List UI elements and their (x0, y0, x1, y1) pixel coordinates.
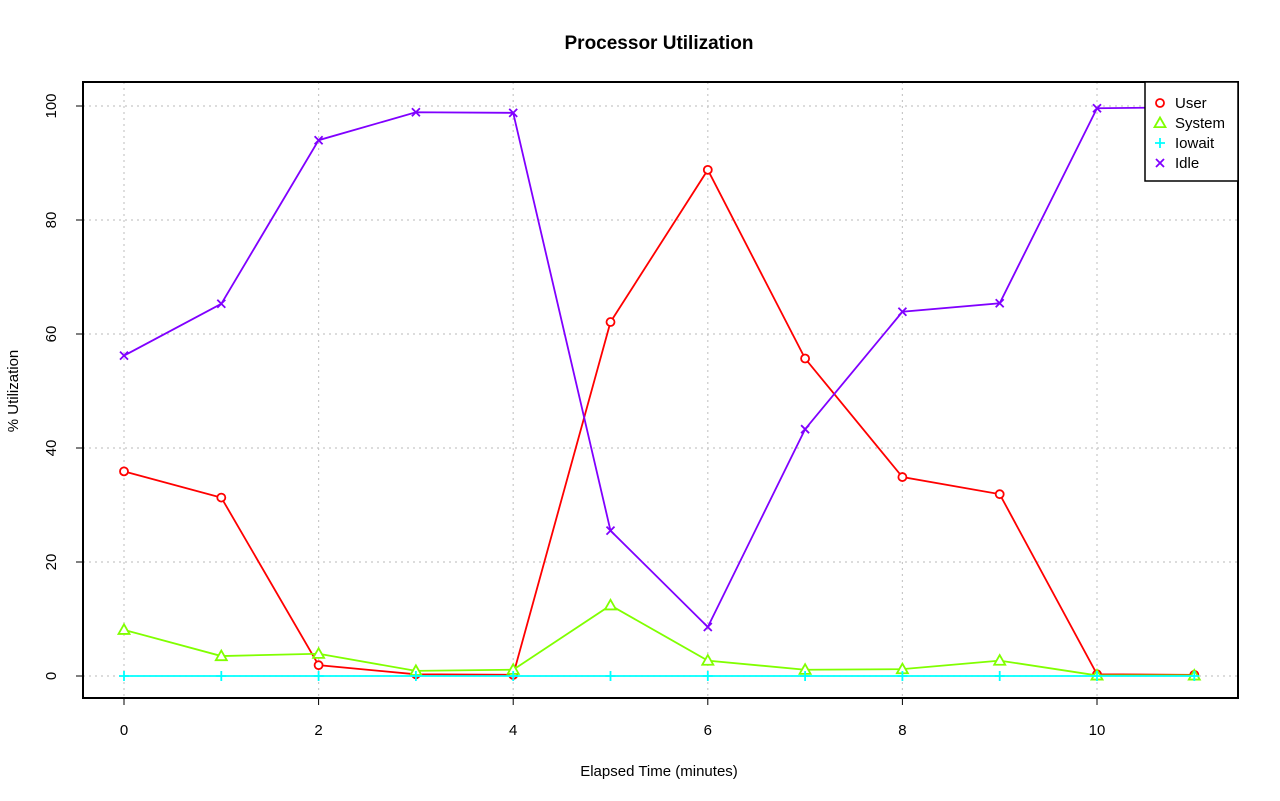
legend: User System Iowait Idle (1144, 81, 1239, 182)
x-tick-label: 6 (704, 722, 712, 739)
data-point-iowait (508, 671, 519, 681)
data-point-idle (605, 526, 616, 536)
x-tick-label: 2 (314, 722, 322, 739)
data-point-system (603, 598, 618, 611)
legend-label-system: System (1175, 115, 1225, 132)
data-point-iowait (702, 671, 713, 681)
data-point-idle (995, 298, 1005, 308)
series-line-system (123, 604, 1195, 677)
data-point-user (702, 164, 713, 175)
data-point-idle (508, 108, 518, 118)
x-tick-label: 10 (1089, 722, 1106, 739)
series-iowait (119, 671, 1200, 681)
series-user (119, 164, 1200, 680)
data-point-iowait (605, 671, 616, 681)
legend-marker-idle (1155, 158, 1165, 168)
series-layer (116, 102, 1202, 681)
data-point-iowait (1189, 671, 1200, 681)
data-point-idle (703, 622, 713, 632)
series-line-user (123, 168, 1195, 676)
legend-label-idle: Idle (1175, 155, 1199, 172)
data-point-iowait (410, 671, 421, 681)
y-tick-label: 20 (43, 554, 60, 571)
y-tick-label: 100 (43, 93, 60, 118)
data-point-idle (800, 424, 810, 434)
data-point-system (214, 648, 229, 662)
data-point-idle (897, 307, 908, 317)
data-point-iowait (994, 671, 1005, 681)
x-axis-label: Elapsed Time (minutes) (580, 763, 738, 780)
data-point-user (800, 353, 810, 364)
data-point-iowait (897, 671, 908, 681)
legend-marker-system (1152, 115, 1168, 129)
data-point-idle (1092, 103, 1102, 113)
data-point-user (605, 317, 616, 327)
data-point-user (216, 492, 227, 503)
series-line-idle (123, 106, 1195, 629)
legend-label-user: User (1175, 95, 1207, 112)
series-system (116, 598, 1202, 681)
legend-marker-iowait (1155, 138, 1165, 148)
data-point-system (992, 653, 1007, 666)
data-point-iowait (313, 671, 324, 681)
data-point-system (116, 622, 132, 635)
x-tick-label: 0 (120, 722, 128, 739)
data-point-iowait (119, 671, 129, 681)
data-point-idle (216, 299, 226, 309)
chart-title: Processor Utilization (565, 33, 754, 54)
data-point-idle (313, 135, 324, 145)
data-point-user (897, 472, 908, 482)
series-idle (119, 102, 1199, 632)
y-axis-label: % Utilization (5, 350, 22, 433)
data-point-system (311, 646, 326, 659)
x-tick-label: 8 (898, 722, 906, 739)
data-point-iowait (216, 671, 227, 681)
data-point-user (313, 660, 324, 671)
x-tick-label: 4 (509, 722, 517, 739)
data-point-idle (411, 107, 421, 117)
data-point-user (119, 466, 129, 477)
legend-label-iowait: Iowait (1175, 135, 1215, 152)
data-point-idle (119, 351, 129, 361)
y-tick-label: 40 (43, 440, 60, 457)
data-point-iowait (1092, 671, 1102, 681)
y-tick-label: 60 (43, 326, 60, 343)
legend-marker-user (1155, 98, 1165, 108)
data-point-system (700, 653, 715, 666)
data-point-iowait (800, 671, 811, 681)
data-point-user (994, 489, 1005, 500)
y-tick-label: 0 (43, 672, 60, 680)
y-tick-label: 80 (43, 212, 60, 229)
plot-frame (82, 81, 1239, 699)
